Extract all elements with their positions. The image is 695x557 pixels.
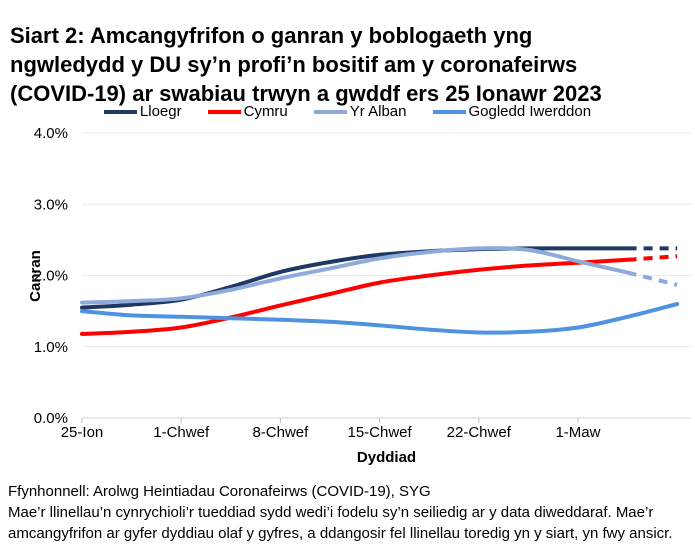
legend-label: Yr Alban: [349, 103, 407, 120]
x-tick-label: 25-Ion: [61, 424, 104, 441]
series-line-gogledd-iwerddon: [80, 302, 680, 335]
y-axis-title: Canran: [27, 250, 44, 302]
legend-line-swatch: [103, 109, 137, 114]
chart-title-line3: (COVID-19) ar swabiau trwyn a gwddf ers …: [10, 80, 602, 106]
legend-label: Gogledd Iwerddon: [468, 103, 592, 120]
chart-title-line2: ngwledydd y DU sy’n profi’n bositif am y…: [10, 51, 578, 77]
series-line-forecast-yr-alban: [627, 270, 678, 287]
series-line-cymru: [80, 257, 630, 336]
legend-item-gogledd-iwerddon: Gogledd Iwerddon: [432, 103, 592, 120]
chart-footer: Ffynhonnell: Arolwg Heintiadau Coronafei…: [8, 481, 689, 544]
x-tick-label: 8-Chwef: [252, 424, 309, 441]
legend-line-swatch: [432, 109, 466, 114]
source-note: Ffynhonnell: Arolwg Heintiadau Coronafei…: [8, 483, 431, 500]
x-tick-label: 15-Chwef: [347, 424, 412, 441]
y-tick-label: 3.0%: [34, 196, 68, 213]
y-tick-label: 1.0%: [34, 339, 68, 356]
series-line-yr-alban: [80, 246, 630, 305]
legend-item-yr-alban: Yr Alban: [313, 103, 407, 120]
x-tick-label: 22-Chwef: [447, 424, 512, 441]
chart-title-line1: Siart 2: Amcangyfrifon o ganran y boblog…: [10, 22, 533, 48]
x-axis-title: Dyddiad: [357, 449, 416, 466]
y-tick-label: 4.0%: [34, 125, 68, 142]
series-line-forecast-cymru: [627, 254, 678, 262]
legend-line-swatch: [207, 109, 241, 114]
legend-item-lloegr: Lloegr: [103, 103, 182, 120]
legend-line-swatch: [313, 109, 347, 114]
legend-label: Lloegr: [139, 103, 182, 120]
legend-label: Cymru: [243, 103, 288, 120]
y-tick-label: 2.0%: [34, 268, 68, 285]
legend-item-cymru: Cymru: [207, 103, 288, 120]
x-tick-label: 1-Maw: [555, 424, 600, 441]
chart-legend: Lloegr Cymru Yr Alban Gogledd Iwerddon: [0, 103, 695, 120]
chart-title: Siart 2: Amcangyfrifon o ganran y boblog…: [10, 21, 689, 108]
methodology-note: Mae’r llinellau’n cynrychioli’r tueddiad…: [8, 504, 673, 542]
x-tick-label: 1-Chwef: [153, 424, 210, 441]
y-tick-label: 0.0%: [34, 410, 68, 427]
